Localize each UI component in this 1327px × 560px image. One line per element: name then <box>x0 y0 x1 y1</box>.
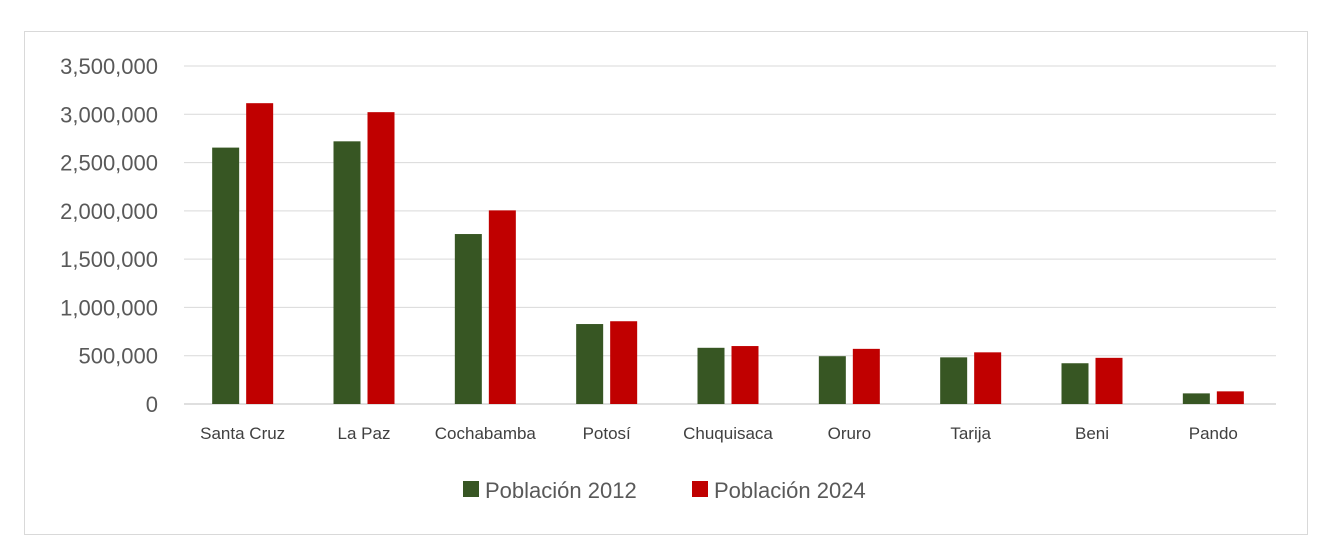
x-tick-label: Potosí <box>583 424 631 443</box>
y-tick-label: 1,000,000 <box>60 295 158 320</box>
y-tick-label: 3,500,000 <box>60 54 158 79</box>
y-tick-label: 0 <box>146 392 158 417</box>
bar-2024-3 <box>610 321 638 404</box>
bar-2012-0 <box>212 147 240 405</box>
x-tick-label: Oruro <box>828 424 871 443</box>
bar-2012-1 <box>333 141 361 404</box>
legend-swatch <box>463 481 479 497</box>
bar-2012-8 <box>1182 393 1210 404</box>
legend: Población 2012 Población 2024 <box>463 478 866 503</box>
bar-2012-2 <box>454 234 482 404</box>
bar-2012-5 <box>818 356 846 404</box>
bar-2024-2 <box>488 210 516 404</box>
x-tick-label: Beni <box>1075 424 1109 443</box>
x-tick-label: La Paz <box>338 424 391 443</box>
x-tick-label: Cochabamba <box>435 424 537 443</box>
bar-2012-4 <box>697 347 725 404</box>
bar-2024-0 <box>246 103 274 405</box>
bar-2024-6 <box>974 352 1002 404</box>
y-tick-label: 500,000 <box>78 344 158 369</box>
legend-label: Población 2012 <box>485 478 637 503</box>
y-tick-label: 2,500,000 <box>60 151 158 176</box>
bar-2024-7 <box>1095 357 1123 404</box>
bar-2012-6 <box>940 357 968 404</box>
y-axis-ticks: 0 500,000 1,000,000 1,500,000 2,000,000 2,500… <box>60 54 158 417</box>
x-tick-label: Chuquisaca <box>683 424 773 443</box>
gridlines <box>184 65 1276 405</box>
legend-swatch <box>692 481 708 497</box>
bar-2024-4 <box>731 346 759 404</box>
bar-2024-1 <box>367 112 395 405</box>
x-tick-label: Pando <box>1189 424 1238 443</box>
y-tick-label: 2,000,000 <box>60 199 158 224</box>
x-axis-ticks: Santa Cruz La Paz Cochabamba Potosí Chuquisa… <box>200 424 1238 443</box>
y-tick-label: 1,500,000 <box>60 247 158 272</box>
y-tick-label: 3,000,000 <box>60 102 158 127</box>
bar-2012-7 <box>1061 363 1089 404</box>
bar-2024-8 <box>1216 391 1244 404</box>
bar-2024-5 <box>852 348 880 404</box>
bar-2012-3 <box>576 324 604 404</box>
x-tick-label: Santa Cruz <box>200 424 285 443</box>
legend-label: Población 2024 <box>714 478 866 503</box>
x-tick-label: Tarija <box>950 424 991 443</box>
bars <box>212 103 1244 405</box>
